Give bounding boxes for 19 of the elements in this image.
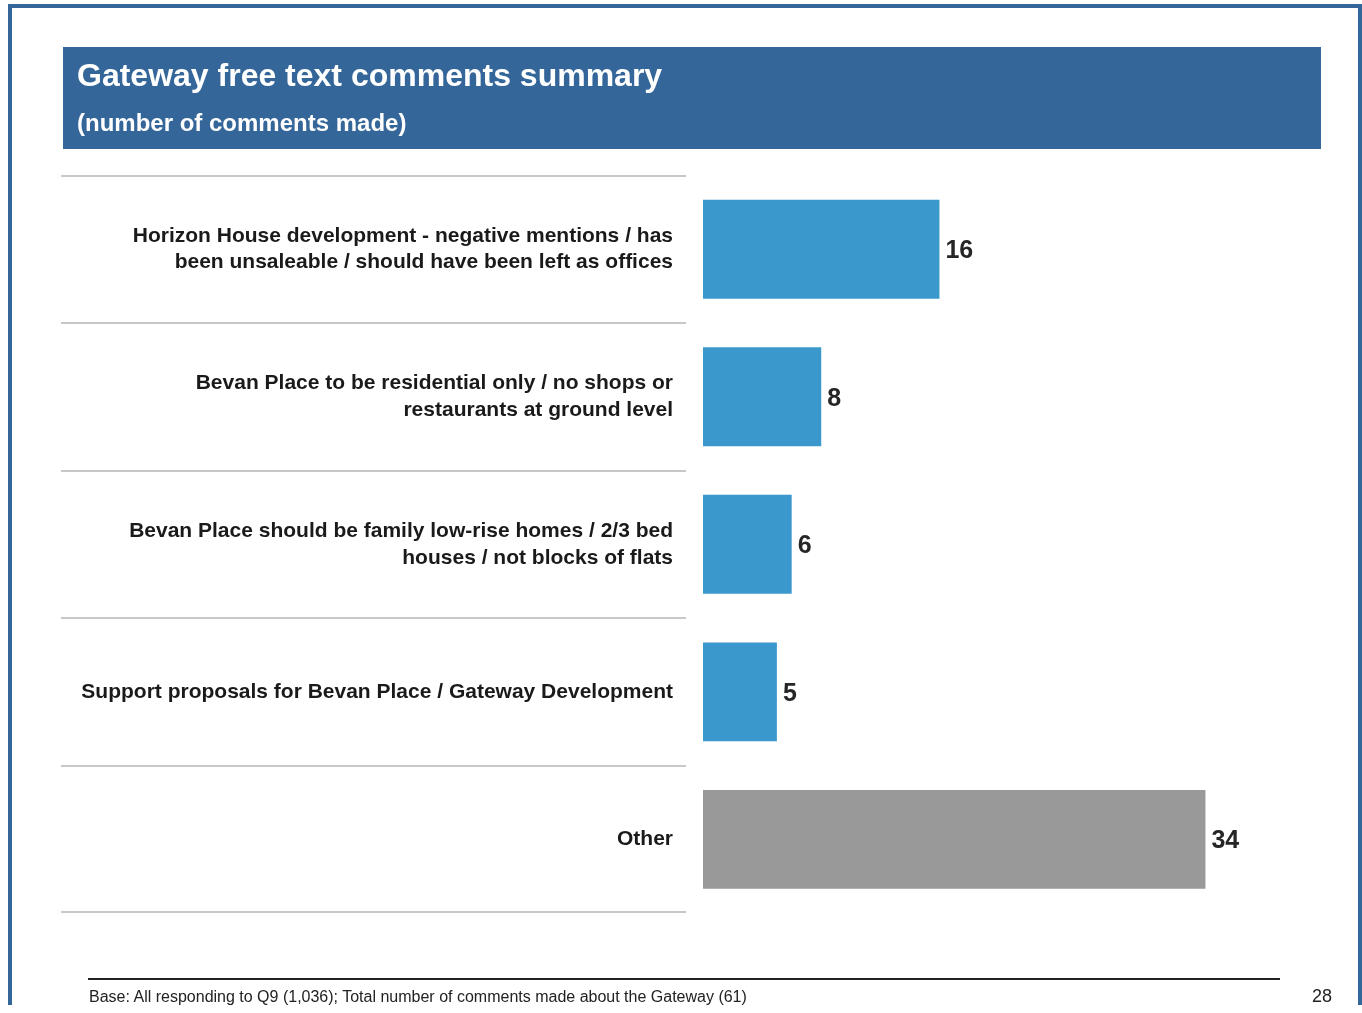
data-label: 16 [945,235,974,264]
y-tick-label: Support proposals for Bevan Place / Gateway Development [81,678,673,702]
data-label: 8 [827,382,842,411]
data-label: 34 [1211,825,1240,854]
bar [703,789,1206,889]
y-tick-label: Other [616,826,673,850]
bar [703,199,940,299]
text: Base: All responding to Q9 (1,036); Total number of comments made about the Gateway (61) [89,988,747,1006]
y-tick-label: Horizon House development - negative mentions / has been unsaleable / should have been left as offices [132,222,673,273]
data-label: 6 [797,530,812,559]
y-tick-label: Bevan Place to be residential only / no shops or restaurants at ground level [195,370,673,420]
text: (number of comments made) [77,109,407,137]
text: Gateway free text comments summary [77,57,663,94]
bar [703,347,822,447]
text: 28 [1311,986,1332,1007]
y-tick-label: Bevan Place should be family low-rise homes / 2/3 bed houses / not blocks of flats [129,517,673,568]
data-label: 5 [782,677,797,706]
bar [703,642,777,742]
bar [703,494,792,594]
